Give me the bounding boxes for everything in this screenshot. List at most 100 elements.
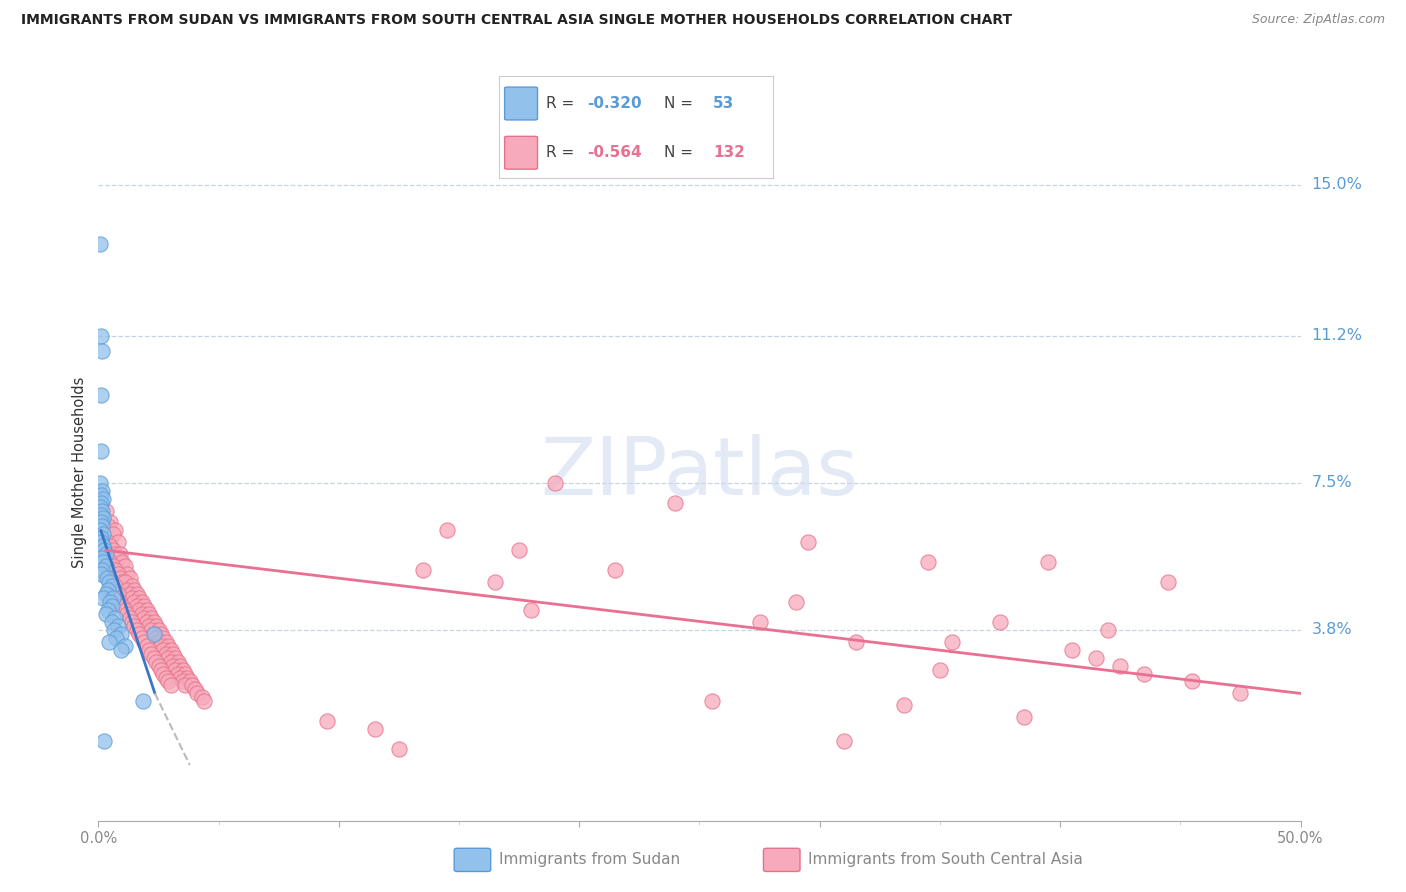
Point [128, 603, 150, 617]
Point [155, 634, 177, 648]
Text: -0.320: -0.320 [586, 96, 641, 111]
Point [100, 579, 122, 593]
Text: 7.5%: 7.5% [1312, 475, 1353, 491]
Point [917, 555, 939, 569]
Point [124, 619, 146, 633]
Text: 15.0%: 15.0% [1312, 177, 1362, 192]
Point [664, 495, 686, 509]
Point [91, 555, 114, 569]
Point [157, 674, 180, 689]
Point [114, 559, 136, 574]
Text: ZIPatlas: ZIPatlas [540, 434, 859, 512]
Point [1062, 642, 1084, 657]
Point [114, 603, 136, 617]
Point [121, 591, 143, 605]
Point [104, 563, 127, 577]
Point [91, 483, 114, 498]
Point [145, 619, 167, 633]
FancyBboxPatch shape [505, 87, 537, 120]
Text: Immigrants from Sudan: Immigrants from Sudan [499, 853, 681, 867]
Point [1012, 710, 1035, 724]
Text: N =: N = [664, 96, 693, 111]
Point [100, 615, 122, 629]
Point [145, 655, 167, 669]
Point [97, 535, 120, 549]
Point [141, 647, 163, 661]
Point [104, 611, 127, 625]
Point [152, 666, 174, 681]
Point [1109, 658, 1132, 673]
Point [785, 595, 807, 609]
Point [157, 650, 180, 665]
Point [135, 603, 157, 617]
Point [132, 599, 155, 613]
Point [142, 627, 165, 641]
Point [142, 627, 165, 641]
Point [90, 328, 112, 343]
Text: IMMIGRANTS FROM SUDAN VS IMMIGRANTS FROM SOUTH CENTRAL ASIA SINGLE MOTHER HOUSEH: IMMIGRANTS FROM SUDAN VS IMMIGRANTS FROM… [21, 13, 1012, 28]
Point [121, 579, 143, 593]
Point [94, 547, 117, 561]
Point [172, 674, 194, 689]
Point [96, 571, 118, 585]
Y-axis label: Single Mother Households: Single Mother Households [72, 377, 87, 568]
Point [91, 511, 114, 525]
Point [107, 587, 129, 601]
Point [101, 543, 124, 558]
Point [157, 639, 180, 653]
Point [152, 631, 174, 645]
Point [315, 714, 337, 729]
Point [544, 475, 567, 490]
Point [1157, 575, 1180, 590]
Point [90, 535, 112, 549]
Point [186, 686, 208, 700]
Point [100, 516, 122, 530]
Point [105, 631, 128, 645]
Text: 132: 132 [713, 145, 745, 161]
Point [101, 527, 124, 541]
Point [138, 642, 160, 657]
Point [845, 634, 868, 648]
Point [142, 615, 165, 629]
Point [131, 607, 153, 621]
Point [1181, 674, 1204, 689]
Point [118, 571, 141, 585]
Point [176, 671, 198, 685]
Point [125, 587, 148, 601]
Point [90, 551, 112, 566]
Point [193, 694, 215, 708]
Point [1133, 666, 1156, 681]
Text: 53: 53 [713, 96, 734, 111]
Point [107, 619, 129, 633]
Point [107, 567, 129, 582]
Point [100, 555, 122, 569]
Point [108, 595, 131, 609]
Point [91, 563, 114, 577]
Point [121, 615, 143, 629]
Point [148, 658, 170, 673]
Point [700, 694, 723, 708]
Point [149, 627, 172, 641]
Text: 11.2%: 11.2% [1312, 328, 1362, 343]
Point [98, 575, 121, 590]
Point [155, 647, 177, 661]
Point [174, 678, 197, 692]
Point [97, 582, 120, 597]
Point [128, 591, 150, 605]
Point [93, 543, 115, 558]
Point [90, 495, 112, 509]
Text: Immigrants from South Central Asia: Immigrants from South Central Asia [808, 853, 1084, 867]
Point [155, 671, 177, 685]
Point [125, 623, 148, 637]
Point [172, 663, 194, 677]
Point [97, 519, 120, 533]
Point [107, 535, 129, 549]
Point [104, 524, 127, 538]
Point [928, 663, 950, 677]
Text: Source: ZipAtlas.com: Source: ZipAtlas.com [1251, 13, 1385, 27]
Point [135, 615, 157, 629]
Text: R =: R = [546, 145, 574, 161]
Point [508, 543, 530, 558]
Point [125, 599, 148, 613]
Point [100, 539, 122, 553]
